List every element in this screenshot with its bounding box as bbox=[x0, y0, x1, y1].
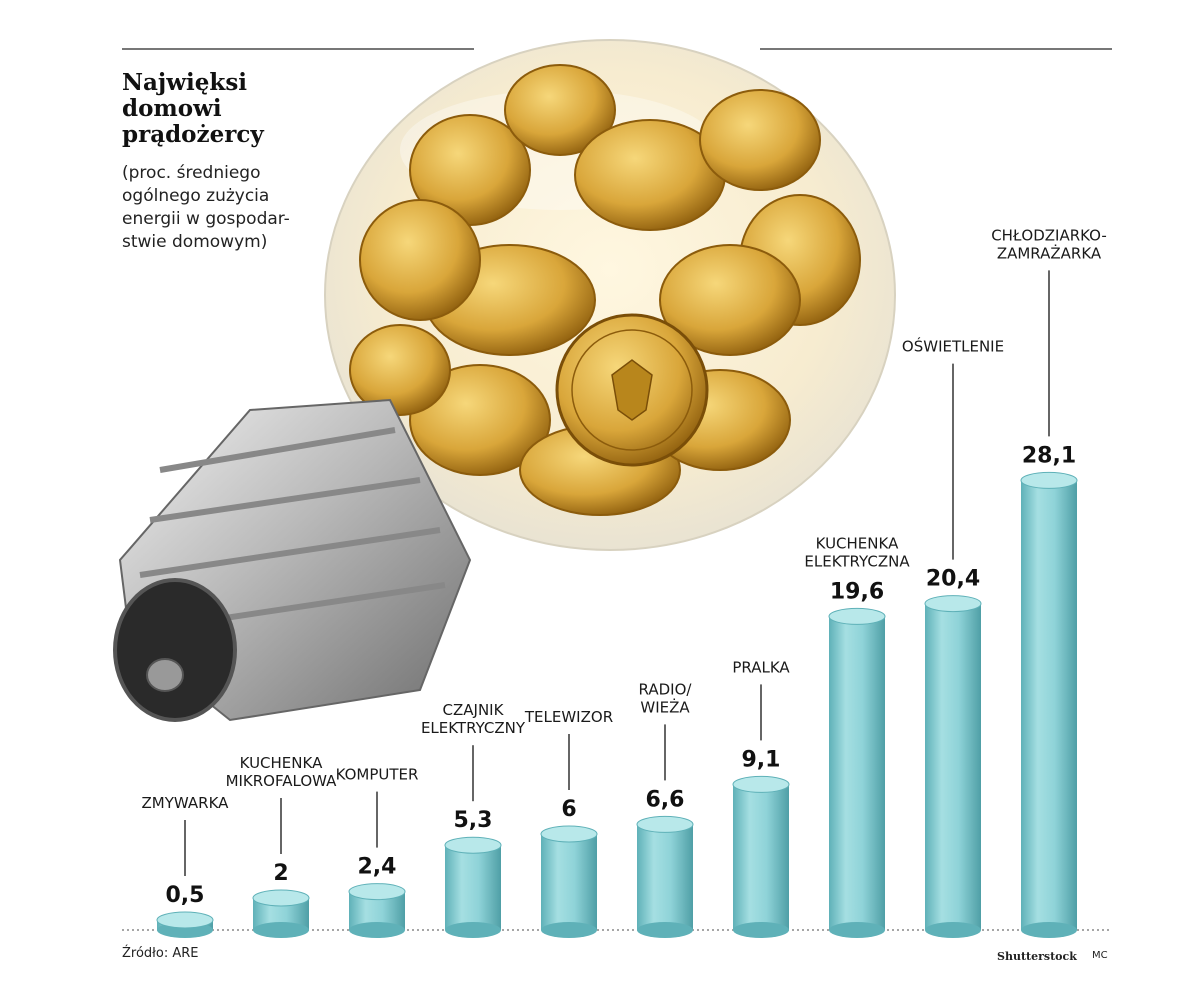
category-label: CHŁODZIARKO- bbox=[991, 226, 1107, 244]
bar bbox=[541, 834, 597, 930]
value-label: 19,6 bbox=[830, 579, 884, 604]
bar-cap bbox=[540, 825, 598, 843]
bar bbox=[1021, 480, 1077, 930]
value-label: 5,3 bbox=[454, 808, 493, 833]
bar-cap bbox=[732, 775, 790, 793]
source-note: Źródło: ARE bbox=[122, 946, 199, 961]
subtitle-line: stwie domowym) bbox=[122, 232, 268, 252]
bar-group: 6 TELEWIZOR bbox=[524, 708, 613, 938]
top-rule-right bbox=[760, 48, 1112, 50]
value-label: 20,4 bbox=[926, 567, 980, 592]
bar-cap bbox=[828, 607, 886, 625]
bulb-base bbox=[113, 398, 472, 722]
subtitle-line: (proc. średniego bbox=[122, 163, 261, 183]
light-bulb-icon bbox=[113, 39, 896, 722]
bar bbox=[637, 824, 693, 930]
bar-base bbox=[829, 922, 885, 938]
value-label: 9,1 bbox=[742, 747, 781, 772]
bar-cap bbox=[156, 911, 214, 929]
bar-cap bbox=[636, 815, 694, 833]
title-line: domowi bbox=[122, 95, 222, 122]
top-rule-left bbox=[122, 48, 474, 50]
bar-group: 28,1 CHŁODZIARKO-ZAMRAŻARKA bbox=[991, 226, 1107, 938]
photo-credit: Shutterstock bbox=[997, 950, 1077, 963]
bar-cap bbox=[1020, 471, 1078, 489]
bar bbox=[733, 784, 789, 930]
value-label: 0,5 bbox=[166, 883, 205, 908]
category-label: RADIO/ bbox=[639, 680, 693, 698]
title-line: Najwięksi bbox=[122, 69, 248, 96]
bar-base bbox=[637, 922, 693, 938]
bar-group: 20,4 OŚWIETLENIE bbox=[902, 337, 1004, 938]
category-label: ZAMRAŻARKA bbox=[997, 243, 1102, 262]
bar-base bbox=[253, 922, 309, 938]
bar-base bbox=[541, 922, 597, 938]
category-label: KOMPUTER bbox=[336, 766, 419, 784]
bar-cap bbox=[252, 889, 310, 907]
category-label: ZMYWARKA bbox=[142, 794, 230, 812]
value-label: 2 bbox=[273, 861, 288, 886]
category-label: KUCHENKA bbox=[816, 534, 899, 552]
chart-title: Najwięksi domowi prądożercy bbox=[122, 70, 352, 148]
author-initials: MC bbox=[1092, 950, 1108, 961]
category-label: ELEKTRYCZNY bbox=[421, 719, 526, 737]
polish-coin-icon bbox=[555, 313, 709, 467]
bar-base bbox=[445, 922, 501, 938]
title-line: prądożercy bbox=[122, 121, 264, 148]
bar-group: 0,5 ZMYWARKA bbox=[142, 794, 230, 938]
bar-cap bbox=[348, 883, 406, 901]
bars-layer: 0,5ZMYWARKA2KUCHENKAMIKROFALOWA2,4KOMPUT… bbox=[142, 226, 1107, 938]
bar-cap bbox=[924, 595, 982, 613]
category-label: TELEWIZOR bbox=[524, 708, 613, 726]
chart-subtitle: (proc. średniego ogólnego zużycia energi… bbox=[122, 162, 332, 254]
subtitle-line: ogólnego zużycia bbox=[122, 186, 270, 206]
bar-group: 2,4 KOMPUTER bbox=[336, 766, 419, 938]
value-label: 28,1 bbox=[1022, 443, 1076, 468]
value-label: 6,6 bbox=[646, 787, 685, 812]
bar-base bbox=[925, 922, 981, 938]
value-label: 6 bbox=[561, 797, 576, 822]
bar-cap bbox=[444, 836, 502, 854]
coins-pile bbox=[349, 64, 861, 516]
category-label: PRALKA bbox=[732, 658, 790, 676]
bar bbox=[925, 603, 981, 930]
bar-base bbox=[349, 922, 405, 938]
subtitle-line: energii w gospodar- bbox=[122, 209, 290, 229]
category-label: WIEŻA bbox=[640, 697, 690, 716]
bulb-base-bottom bbox=[113, 578, 237, 722]
category-label: ELEKTRYCZNA bbox=[804, 552, 910, 570]
bar bbox=[829, 616, 885, 930]
bar-group: 6,6 RADIO/WIEŻA bbox=[636, 680, 694, 938]
value-label: 2,4 bbox=[358, 855, 397, 880]
bar-base bbox=[733, 922, 789, 938]
bar-base bbox=[1021, 922, 1077, 938]
bar-group: 9,1 PRALKA bbox=[732, 658, 790, 938]
category-label: CZAJNIK bbox=[443, 701, 505, 719]
category-label: MIKROFALOWA bbox=[226, 772, 338, 790]
bar bbox=[445, 845, 501, 930]
category-label: OŚWIETLENIE bbox=[902, 337, 1004, 356]
category-label: KUCHENKA bbox=[240, 754, 323, 772]
